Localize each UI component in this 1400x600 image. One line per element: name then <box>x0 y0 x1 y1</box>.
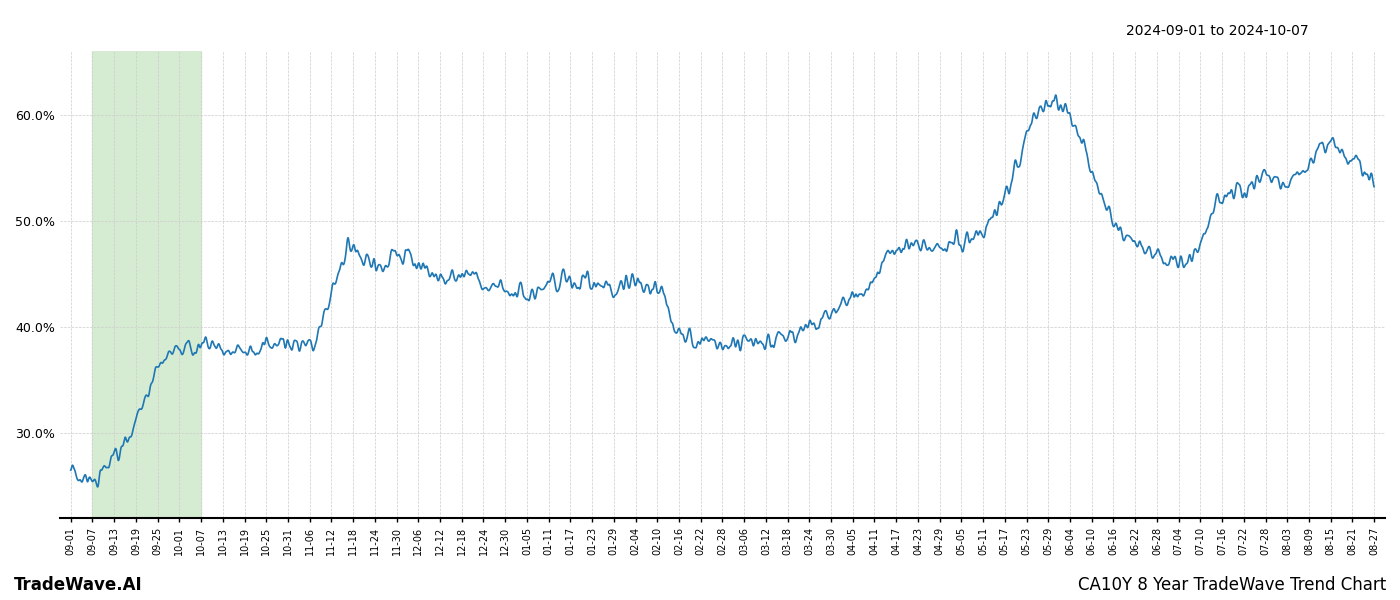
Text: CA10Y 8 Year TradeWave Trend Chart: CA10Y 8 Year TradeWave Trend Chart <box>1078 576 1386 594</box>
Text: 2024-09-01 to 2024-10-07: 2024-09-01 to 2024-10-07 <box>1127 24 1309 38</box>
Text: TradeWave.AI: TradeWave.AI <box>14 576 143 594</box>
Bar <box>92 51 202 518</box>
